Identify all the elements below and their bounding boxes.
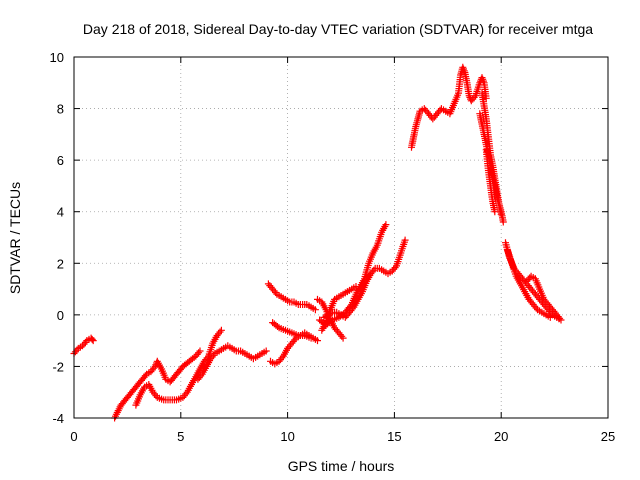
y-tick-label: -2 <box>52 359 64 374</box>
x-tick-label: 0 <box>70 429 77 444</box>
y-tick-label: 8 <box>57 102 64 117</box>
x-axis-label: GPS time / hours <box>288 458 395 474</box>
grid-lines <box>74 57 608 418</box>
y-tick-label: 2 <box>57 256 64 271</box>
x-tick-label: 20 <box>494 429 508 444</box>
x-tick-label: 5 <box>177 429 184 444</box>
x-tick-labels: 0 5 10 15 20 25 <box>70 429 615 444</box>
y-tick-label: 0 <box>57 308 64 323</box>
y-tick-label: 6 <box>57 153 64 168</box>
sdtvar-markers <box>70 63 565 422</box>
axis-ticks <box>73 56 609 419</box>
x-tick-label: 25 <box>601 429 615 444</box>
plot-frame <box>73 56 609 419</box>
chart-title: Day 218 of 2018, Sidereal Day-to-day VTE… <box>83 21 593 37</box>
x-tick-label: 10 <box>280 429 294 444</box>
data-points <box>70 63 565 422</box>
y-tick-label: 4 <box>57 205 64 220</box>
y-tick-label: 10 <box>50 50 64 65</box>
y-tick-label: -4 <box>52 411 64 426</box>
y-tick-labels: -4 -2 0 2 4 6 8 10 <box>50 50 64 426</box>
x-tick-label: 15 <box>387 429 401 444</box>
y-axis-label: SDTVAR / TECUs <box>7 182 23 294</box>
